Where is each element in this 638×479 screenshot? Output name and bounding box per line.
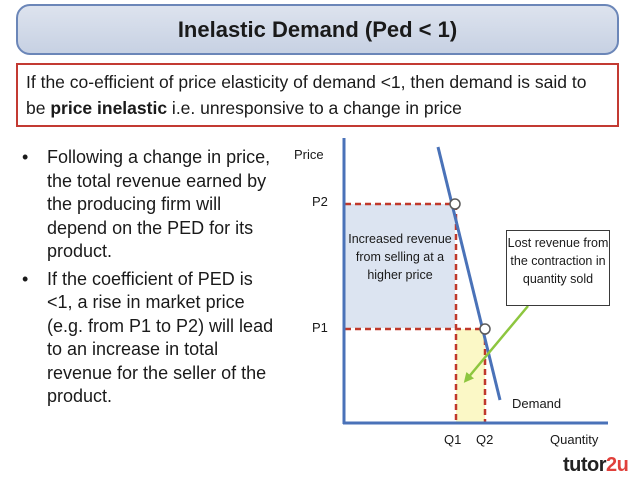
bullet-marker: • (22, 268, 29, 289)
bullet-marker: • (22, 147, 29, 167)
tutor2u-logo: tutor2u (563, 454, 629, 477)
q2-label: Q2 (476, 432, 494, 447)
revenue-gain-area (345, 204, 455, 328)
point-p1-q2 (479, 323, 491, 335)
demand-curve (436, 146, 502, 401)
p1-label: P1 (312, 320, 328, 335)
bullet-text: Following a change in price, the total r… (47, 147, 271, 261)
point-p2-q1 (449, 198, 461, 210)
definition-text-start: If the co-efficient of price elasticity … (26, 72, 587, 118)
bullet-item: • Following a change in price, the total… (18, 146, 280, 264)
page-title: Inelastic Demand (Ped < 1) (177, 16, 458, 42)
x-axis-label: Quantity (550, 432, 599, 447)
bullet-list: • Following a change in price, the total… (18, 146, 280, 413)
q1-label: Q1 (444, 432, 462, 447)
y-axis-label: Price (294, 147, 324, 162)
definition-box: If the co-efficient of price elasticity … (16, 63, 619, 127)
revenue-loss-annotation: Lost revenue from the contraction in qua… (506, 230, 610, 306)
title-banner: Inelastic Demand (Ped < 1) (16, 4, 619, 55)
demand-curve-label: Demand (512, 396, 562, 411)
definition-bold-term: price inelastic (50, 98, 168, 118)
bullet-text: If the coefficient of PED is <1, a rise … (47, 268, 274, 407)
lost-revenue-arrow (463, 305, 529, 383)
bullet-item: • If the coefficient of PED is <1, a ris… (18, 268, 280, 409)
revenue-gain-annotation: Increased revenue from selling at a high… (348, 232, 452, 282)
logo-text: tutor (563, 454, 607, 476)
definition-text-end: i.e. unresponsive to a change in price (167, 98, 462, 118)
logo-accent: 2u (606, 454, 629, 476)
p2-label: P2 (312, 194, 328, 209)
